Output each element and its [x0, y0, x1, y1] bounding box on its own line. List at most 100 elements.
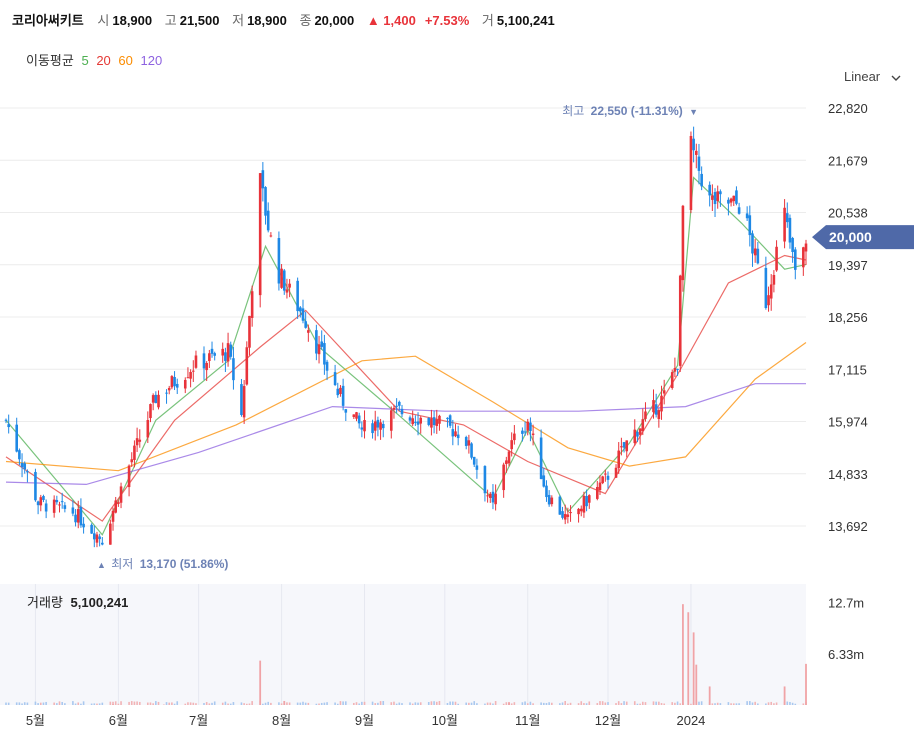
candle-body	[232, 358, 235, 381]
volume-bar	[452, 701, 454, 705]
volume-bar	[195, 703, 197, 705]
volume-bar	[716, 702, 719, 705]
candle-body	[248, 315, 251, 348]
candle-body	[34, 471, 37, 501]
volume-bar	[176, 701, 179, 705]
volume-bar	[492, 703, 494, 705]
candle-body	[547, 494, 551, 505]
candle-body	[494, 493, 497, 505]
candle-body	[432, 417, 436, 426]
candle-body	[475, 465, 479, 470]
open-label: 시	[97, 13, 110, 28]
volume-bar	[526, 703, 529, 705]
volume-bar	[746, 701, 748, 705]
candle-body	[748, 215, 752, 236]
volume-spike-bar	[112, 704, 114, 705]
volume-bar	[551, 702, 553, 705]
candle-body	[529, 422, 532, 431]
volume-bar	[757, 703, 759, 705]
volume-bar	[264, 702, 267, 705]
candle-body	[221, 348, 225, 356]
candle-body	[539, 437, 543, 480]
candle-body	[208, 353, 211, 362]
candle-body	[464, 437, 468, 446]
candle-body	[363, 420, 366, 432]
candle-body	[357, 415, 361, 424]
candle-body	[261, 170, 265, 189]
volume-bar	[318, 703, 320, 705]
candle-body	[111, 510, 115, 522]
volume-bar	[599, 701, 601, 705]
volume-bar	[82, 701, 85, 705]
candle-body	[245, 347, 249, 385]
volume-bar	[147, 702, 149, 705]
close-label: 종	[299, 13, 312, 28]
volume-bar	[304, 702, 307, 705]
time-tick-label: 9월	[355, 713, 374, 728]
candle-body	[673, 368, 677, 372]
volume-bar	[155, 701, 157, 705]
candle-body	[523, 431, 527, 433]
candle-body	[229, 344, 233, 357]
candle-body	[438, 415, 441, 424]
candle-body	[36, 501, 40, 506]
volume-bar	[438, 701, 441, 705]
ma-120-line	[5, 383, 806, 486]
candle-body	[416, 421, 420, 425]
candle-body	[735, 190, 738, 204]
volume-bar	[37, 703, 39, 705]
volume-bar	[676, 701, 679, 705]
volume-bar	[203, 703, 205, 705]
volume-bar	[711, 703, 714, 705]
candle-body	[681, 205, 685, 281]
volume-bar	[513, 702, 516, 705]
volume-bar	[652, 701, 655, 705]
volume-bar	[280, 703, 283, 705]
scale-toggle[interactable]: Linear	[844, 69, 902, 84]
candle-body	[483, 466, 487, 494]
volume-bar	[7, 702, 10, 705]
volume-bar	[133, 701, 136, 705]
candle-body	[109, 523, 112, 545]
volume-bar	[489, 702, 492, 705]
candle-body	[427, 417, 431, 425]
candle-body	[373, 421, 377, 431]
candle-body	[202, 353, 206, 369]
volume-bar	[18, 702, 21, 705]
volume-bar	[494, 701, 497, 705]
volume-bar	[476, 703, 478, 705]
candle-body	[226, 343, 230, 362]
open-value: 18,900	[112, 13, 153, 28]
candle-body	[151, 395, 155, 403]
candle-body	[430, 418, 433, 428]
candle-body	[135, 438, 139, 446]
candle-body	[472, 456, 476, 465]
volume-bar	[224, 701, 227, 705]
moving-average-legend[interactable]: 이동평균 5 20 60 120	[26, 50, 166, 69]
candle-body	[58, 504, 61, 506]
candle-body	[791, 238, 794, 253]
candle-body	[727, 199, 730, 204]
candle-body	[339, 387, 342, 394]
volume-bar	[658, 701, 660, 705]
candle-body	[633, 429, 637, 444]
volume-bar	[615, 703, 617, 705]
candle-body	[804, 243, 808, 252]
candle-body	[411, 418, 414, 425]
stock-summary: 코리아써키트 시 18,900 고 21,500 저 18,900 종 20,000 ▲…	[12, 10, 564, 29]
volume-bar	[149, 702, 152, 705]
volume-bar	[700, 701, 703, 705]
candle-body	[304, 321, 307, 328]
candle-body	[277, 238, 281, 284]
candle-body	[288, 283, 291, 288]
volume-bar	[286, 702, 288, 705]
candle-body	[79, 506, 83, 526]
candle-body	[579, 508, 583, 512]
volume-bar	[542, 702, 545, 705]
candle-body	[531, 433, 535, 435]
volume-label: 거	[481, 13, 494, 28]
candle-body	[756, 248, 760, 264]
candle-body	[98, 536, 101, 540]
volume-bar	[786, 701, 789, 705]
